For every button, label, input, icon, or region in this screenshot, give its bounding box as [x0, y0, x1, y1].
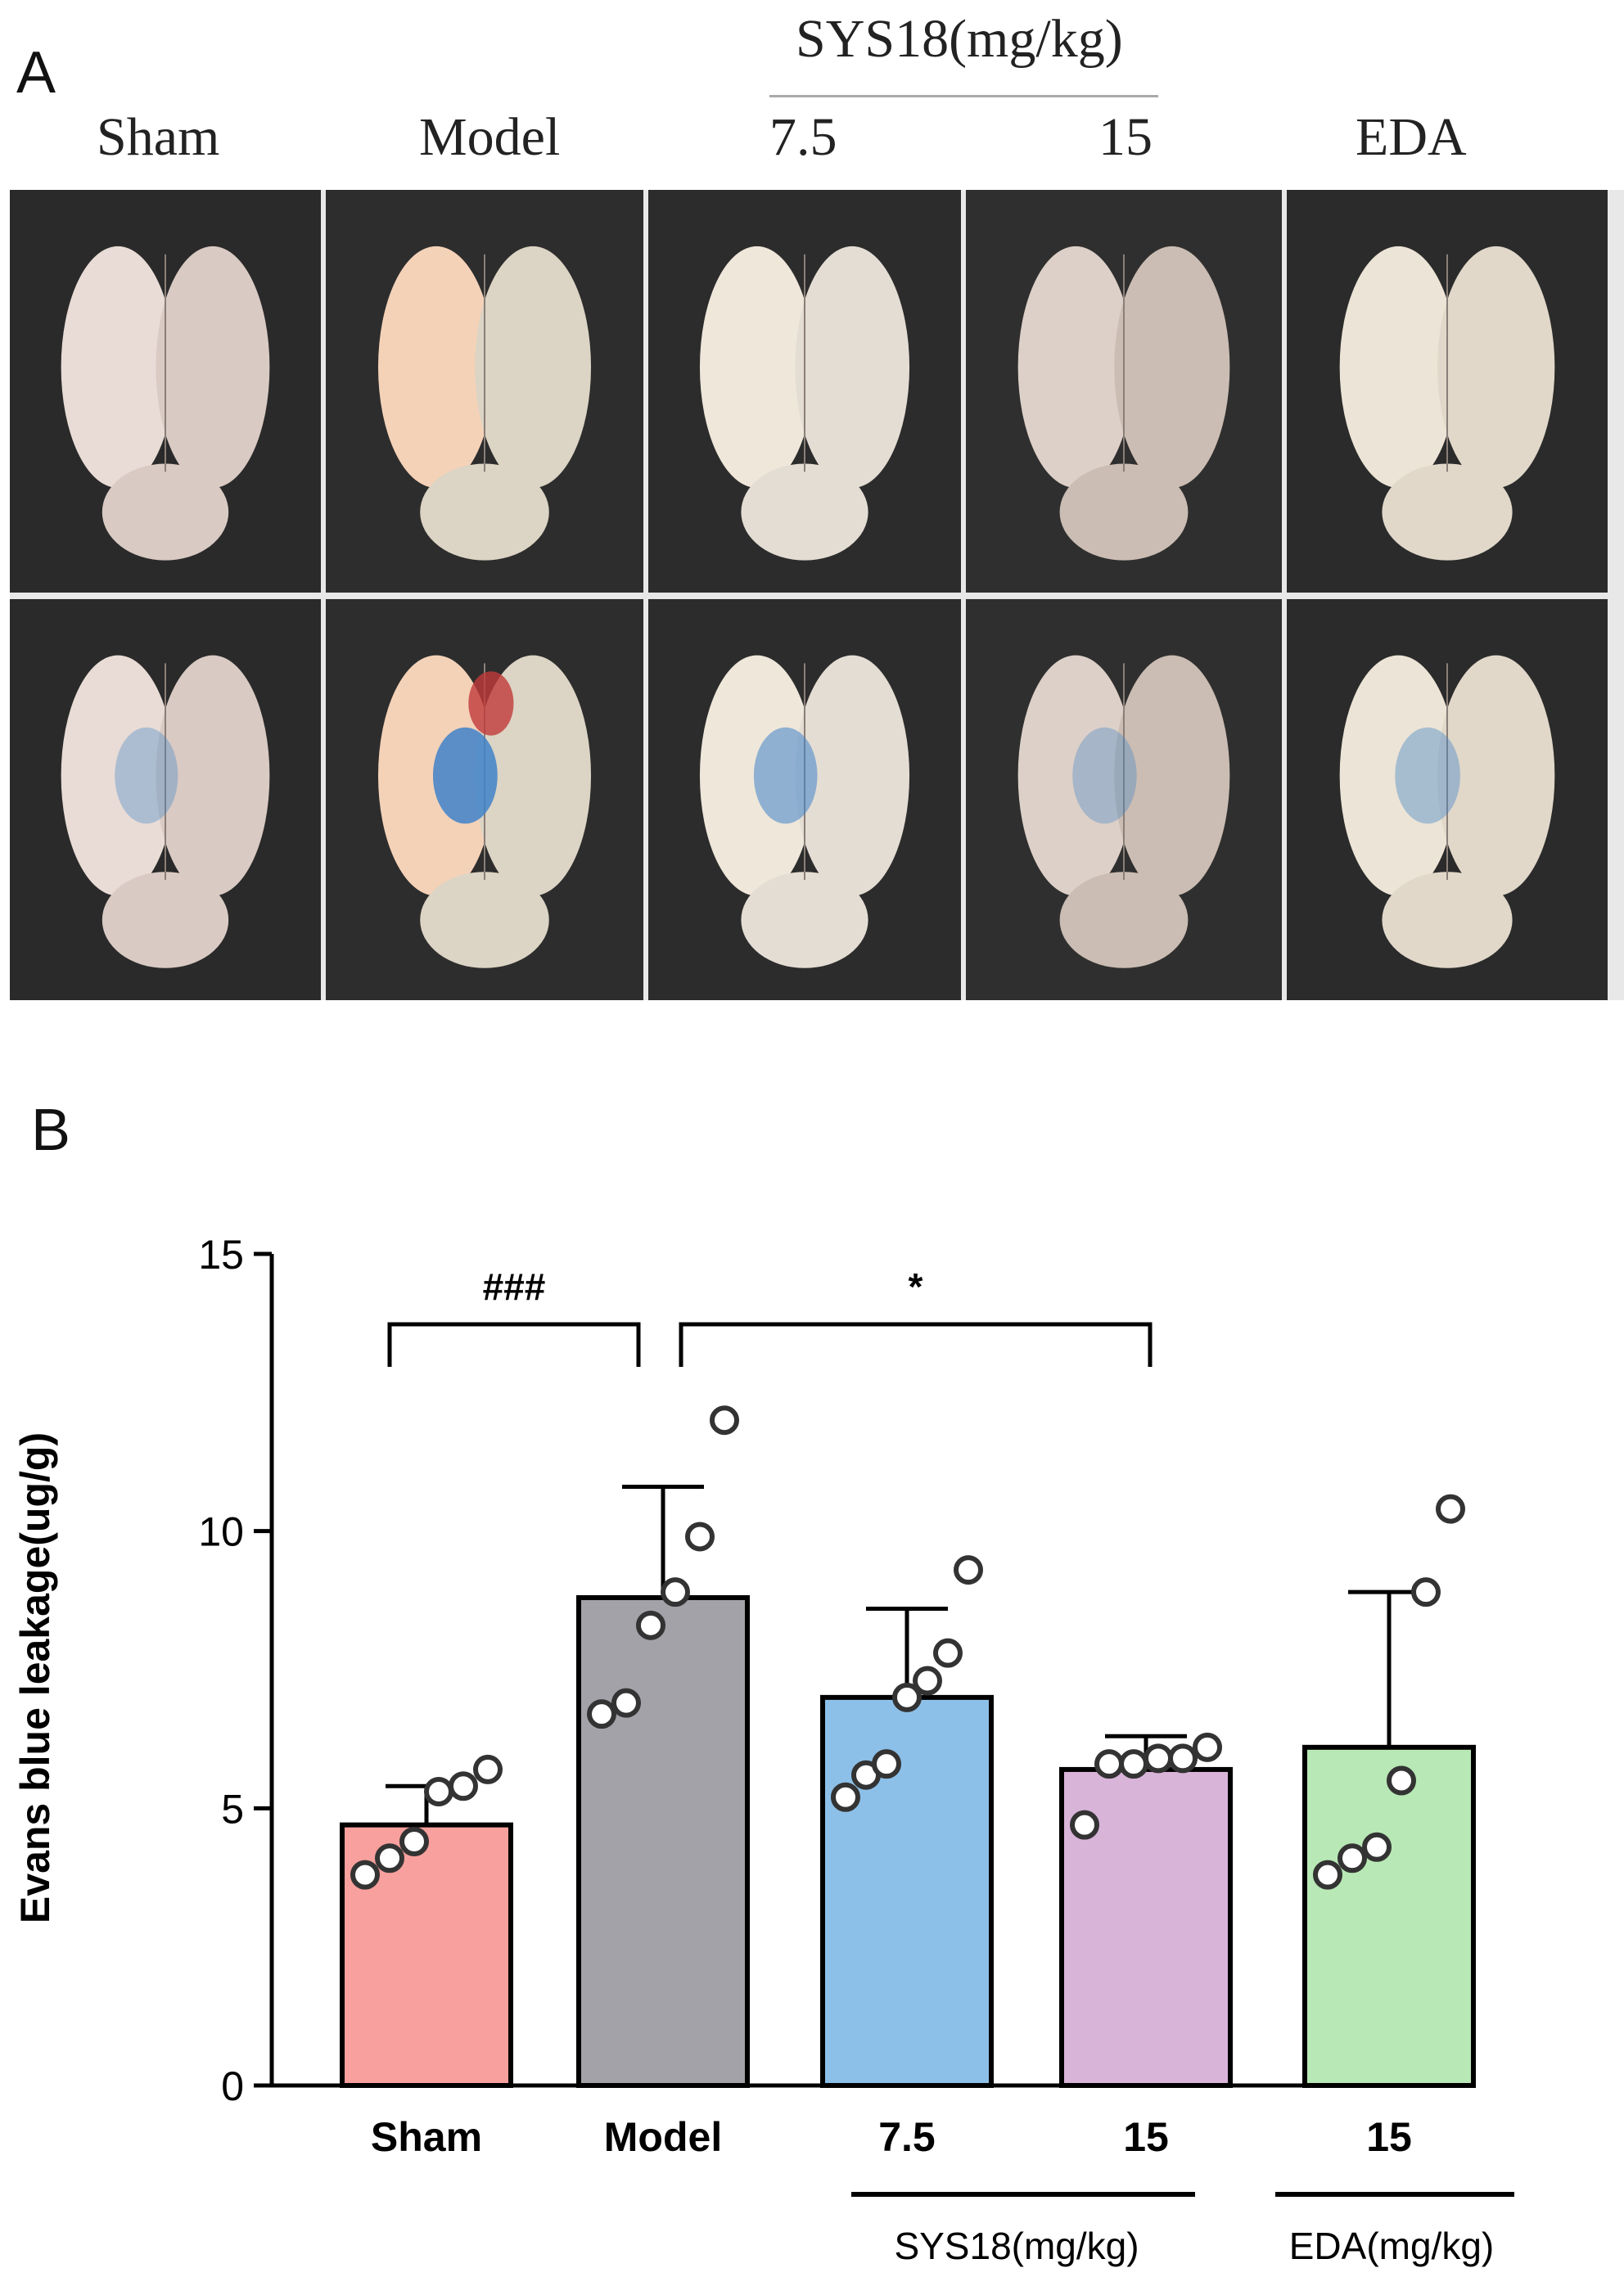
data-point	[685, 1522, 715, 1552]
evans-blue-bar-chart: 0 5 10 15 Evans blue leakage(ug/g) Sham Model 7…	[12, 1232, 1514, 2267]
panel-b-letter: B	[31, 1098, 71, 1163]
brain-photo	[648, 599, 961, 1000]
data-point	[473, 1754, 503, 1784]
y-tick-label: 5	[221, 1786, 244, 1832]
data-point	[913, 1666, 942, 1696]
panel-a-letter: A	[16, 40, 56, 106]
data-point	[424, 1777, 453, 1807]
y-tick-label: 15	[198, 1232, 244, 1278]
y-tick-label: 10	[198, 1509, 244, 1555]
data-point	[1144, 1743, 1173, 1774]
data-point	[1436, 1494, 1465, 1524]
x-tick-label: 15	[1123, 2114, 1169, 2160]
data-point	[831, 1782, 860, 1812]
sys18-header: SYS18(mg/kg)	[796, 9, 1123, 69]
brain-photo	[1287, 599, 1608, 1000]
data-point	[661, 1577, 690, 1607]
x-tick-label: 15	[1366, 2114, 1412, 2160]
data-point	[872, 1749, 901, 1779]
data-point	[1193, 1732, 1222, 1762]
significance-label: *	[909, 1265, 923, 1308]
data-point	[1338, 1843, 1367, 1873]
data-point	[933, 1638, 963, 1668]
brain-photo	[326, 190, 643, 593]
data-point	[399, 1826, 429, 1856]
x-tick-label: Sham	[371, 2114, 482, 2160]
data-point	[1313, 1860, 1342, 1890]
data-point	[350, 1860, 380, 1890]
data-point	[449, 1771, 478, 1801]
x-tick-label: 7.5	[878, 2114, 936, 2160]
x-tick-label: Model	[604, 2114, 722, 2160]
brain-photo	[966, 190, 1282, 593]
data-point	[1387, 1765, 1416, 1796]
brain-photo	[10, 190, 321, 593]
column-label-15: 15	[1098, 107, 1153, 167]
data-point	[1411, 1577, 1441, 1607]
column-label-eda: EDA	[1356, 107, 1467, 167]
bar	[1302, 1744, 1476, 2088]
bar	[576, 1594, 750, 2088]
data-point	[710, 1405, 739, 1436]
bar	[820, 1694, 994, 2088]
brain-photo-grid	[10, 190, 1624, 1000]
data-point	[1119, 1749, 1148, 1779]
data-point	[954, 1555, 983, 1585]
column-label-model: Model	[419, 107, 561, 167]
column-label-sham: Sham	[97, 107, 220, 167]
significance-label: ###	[483, 1265, 546, 1308]
brain-photo	[1287, 190, 1608, 593]
data-point	[1070, 1810, 1099, 1840]
group-label-sys18: SYS18(mg/kg)	[894, 2225, 1139, 2267]
column-label-7-5: 7.5	[769, 107, 837, 167]
data-point	[1094, 1749, 1124, 1779]
significance-bracket	[679, 1322, 1153, 1367]
data-point	[375, 1843, 404, 1873]
data-point	[636, 1610, 665, 1640]
brain-photo	[648, 190, 961, 593]
brain-photo	[326, 599, 643, 1000]
data-point	[1362, 1832, 1392, 1862]
sys18-header-line	[769, 95, 1158, 97]
y-axis-label: Evans blue leakage(ug/g)	[12, 1432, 58, 1923]
data-point	[892, 1682, 922, 1712]
brain-photo	[966, 599, 1282, 1000]
data-point	[587, 1699, 616, 1729]
group-label-eda: EDA(mg/kg)	[1289, 2225, 1494, 2267]
significance-bracket	[387, 1322, 641, 1367]
brain-photo	[10, 599, 321, 1000]
data-point	[1168, 1743, 1198, 1774]
data-point	[611, 1688, 641, 1718]
y-tick-label: 0	[221, 2063, 244, 2109]
